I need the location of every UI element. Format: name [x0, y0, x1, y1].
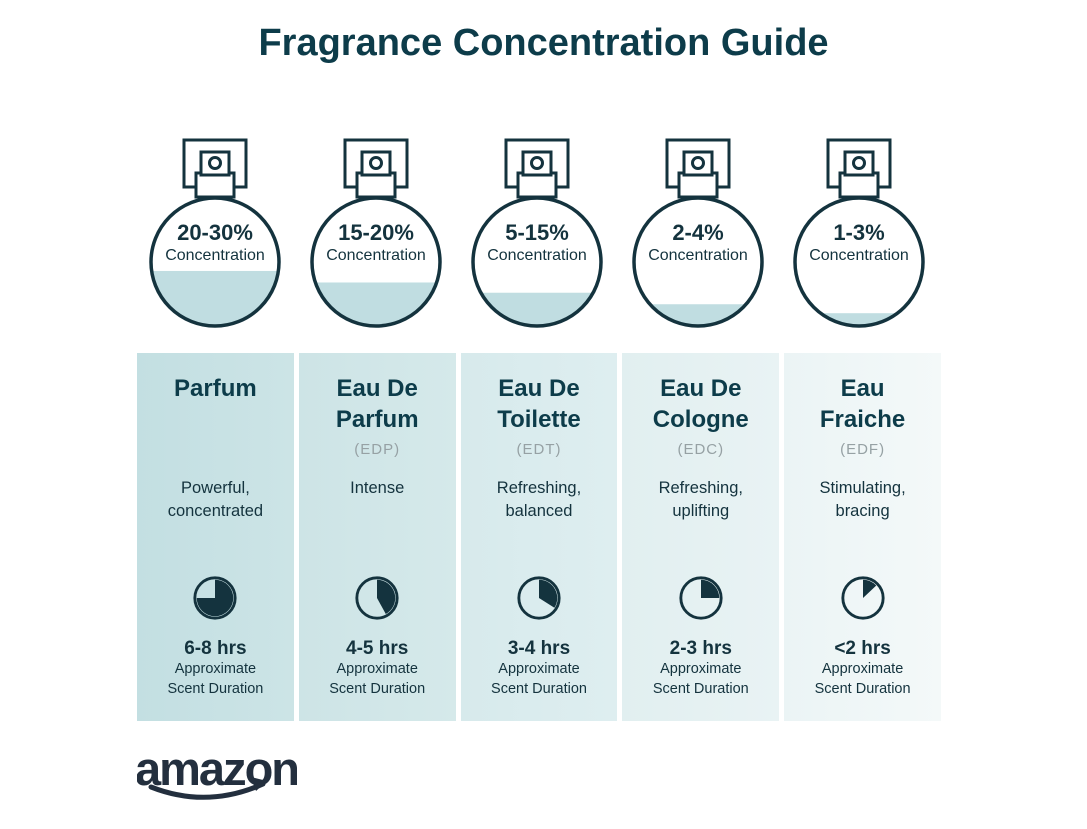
category-description: Refreshing, uplifting — [658, 479, 743, 520]
category-abbr: (EDF) — [840, 441, 886, 458]
category-name: Eau De Cologne — [652, 375, 749, 433]
category-abbr: (EDC) — [677, 441, 725, 458]
perfume-bottle: 1-3% Concentration — [793, 138, 925, 328]
concentration-percent: 5-15% — [505, 220, 569, 245]
concentration-label: Concentration — [648, 247, 748, 264]
category-description: Stimulating, bracing — [819, 479, 906, 520]
clock-wedge — [862, 579, 876, 598]
duration-note: Approximate Scent Duration — [167, 661, 264, 697]
perfume-bottle: 20-30% Concentration — [149, 138, 281, 328]
clock-wedge — [700, 579, 720, 598]
concentration-percent: 2-4% — [672, 220, 723, 245]
category-name: Eau De Parfum — [335, 375, 419, 433]
clock-wedge — [377, 579, 396, 614]
concentration-percent: 20-30% — [177, 220, 253, 245]
column-eau-de-cologne: Eau De Cologne (EDC) Refreshing, uplifti… — [622, 353, 780, 721]
clock-icon — [193, 576, 237, 620]
category-abbr: (EDT) — [516, 441, 562, 458]
concentration-label: Concentration — [326, 247, 426, 264]
duration-value: <2 hrs — [834, 638, 891, 659]
category-abbr: (EDP) — [354, 441, 401, 458]
duration-value: 3-4 hrs — [507, 638, 571, 659]
clock-wedge — [197, 579, 234, 617]
concentration-label: Concentration — [487, 247, 587, 264]
concentration-label: Concentration — [165, 247, 265, 264]
category-description: Refreshing, balanced — [496, 479, 582, 520]
bottle-liquid-fill — [152, 270, 278, 325]
category-columns: Parfum Powerful, concentrated 6-8 hrs Ap… — [137, 353, 941, 721]
clock-icon — [679, 576, 723, 620]
perfume-bottle: 2-4% Concentration — [632, 138, 764, 328]
clock-icon — [517, 576, 561, 620]
page-title: Fragrance Concentration Guide — [258, 22, 829, 64]
duration-value: 2-3 hrs — [669, 638, 732, 659]
perfume-bottle: 15-20% Concentration — [310, 138, 442, 328]
column-parfum: Parfum Powerful, concentrated 6-8 hrs Ap… — [137, 353, 294, 721]
duration-note: Approximate Scent Duration — [329, 661, 426, 697]
category-name: Eau Fraiche — [819, 375, 906, 433]
category-description: Intense — [350, 479, 405, 497]
clock-wedge — [538, 579, 558, 608]
duration-value: 4-5 hrs — [346, 638, 409, 659]
duration-note: Approximate Scent Duration — [491, 661, 587, 697]
duration-value: 6-8 hrs — [184, 638, 247, 659]
bottles-row: 20-30% Concentration 15-20% Concentration … — [137, 130, 941, 335]
amazon-logo: amazon — [137, 743, 297, 800]
clock-icon — [840, 576, 885, 620]
category-name: Parfum — [174, 375, 257, 402]
amazon-smile-arrowhead — [251, 777, 267, 791]
category-description: Powerful, concentrated — [167, 479, 264, 520]
duration-note: Approximate Scent Duration — [652, 661, 749, 697]
amazon-logo-text: amazon — [137, 743, 297, 795]
concentration-percent: 1-3% — [833, 220, 884, 245]
concentration-percent: 15-20% — [338, 220, 414, 245]
bottle-liquid-fill — [796, 313, 922, 325]
amazon-smile-icon — [148, 781, 266, 800]
column-eau-fraiche: Eau Fraiche (EDF) Stimulating, bracing <… — [784, 353, 941, 721]
perfume-bottle: 5-15% Concentration — [471, 138, 603, 328]
category-name: Eau De Toilette — [497, 375, 581, 433]
duration-note: Approximate Scent Duration — [814, 661, 911, 697]
concentration-label: Concentration — [809, 247, 909, 264]
column-eau-de-toilette: Eau De Toilette (EDT) Refreshing, balanc… — [460, 353, 618, 721]
column-eau-de-parfum: Eau De Parfum (EDP) Intense 4-5 hrs Appr… — [298, 353, 456, 721]
clock-icon — [355, 576, 399, 620]
